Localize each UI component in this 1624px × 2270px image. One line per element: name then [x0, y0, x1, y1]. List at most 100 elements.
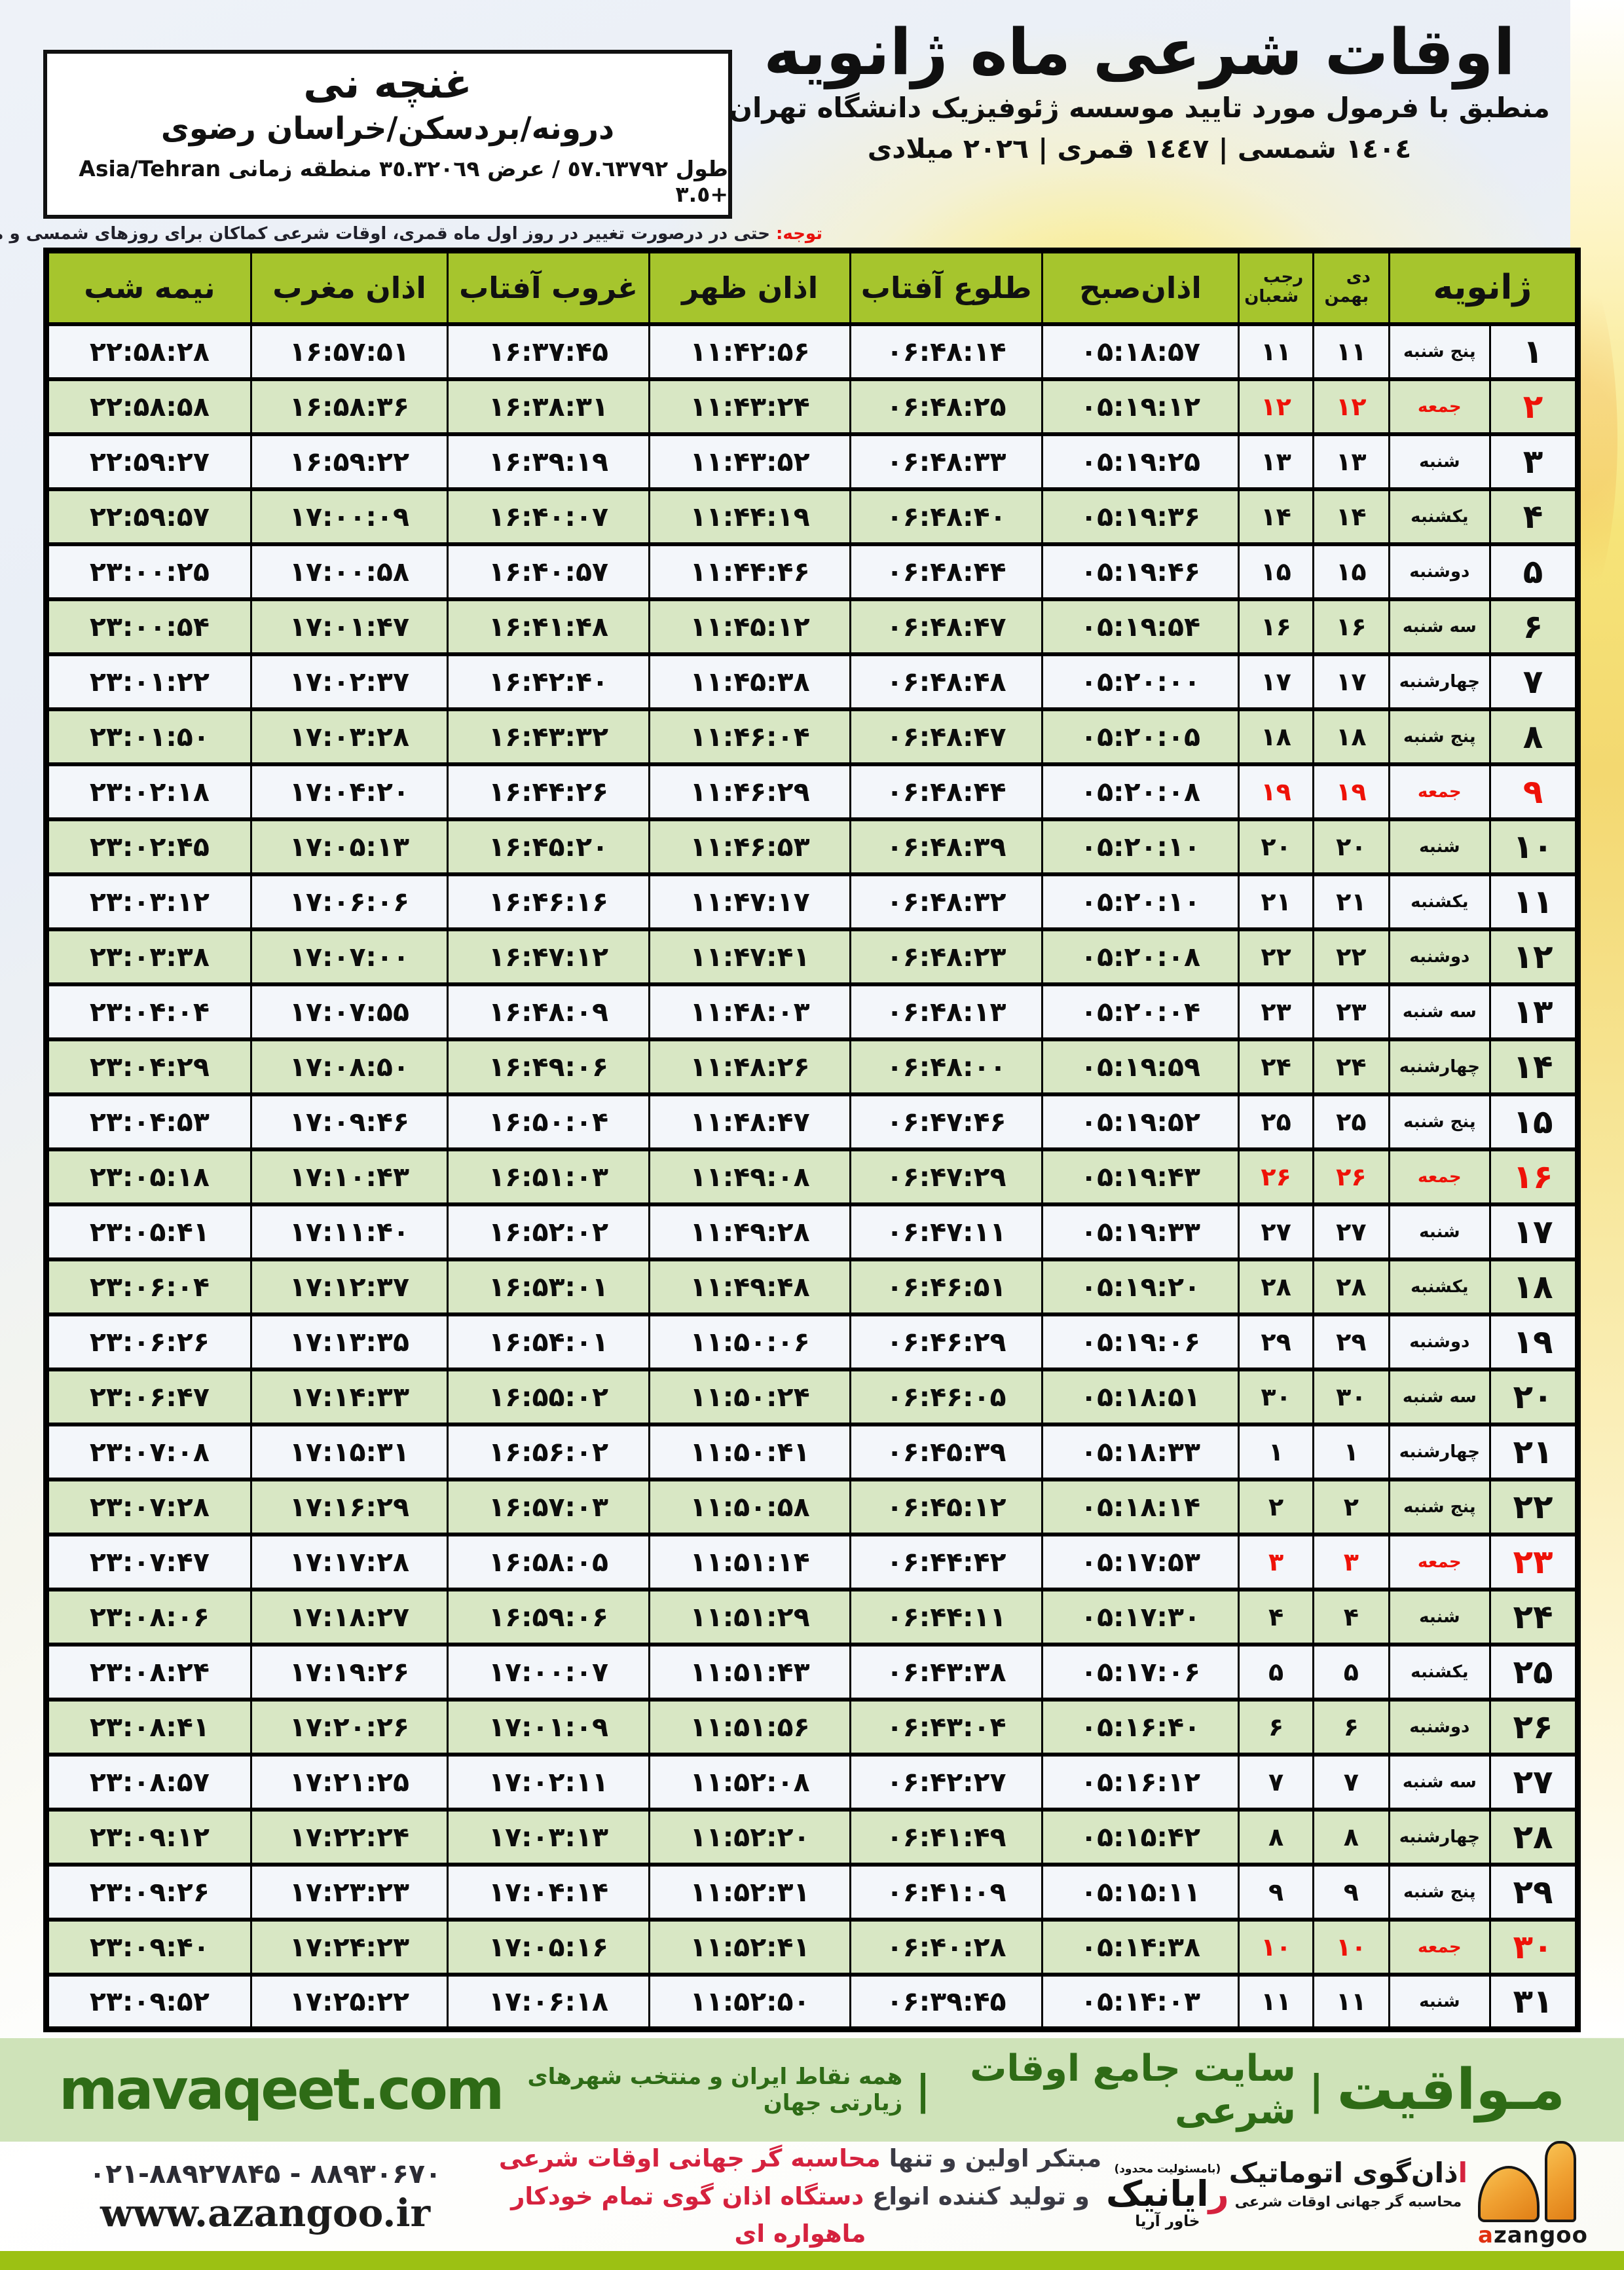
fajr-time: ۰۵:۱۹:۲۰	[1041, 1257, 1240, 1316]
fajr-time: ۰۵:۱۹:۰۶	[1041, 1312, 1240, 1371]
sunrise-time: ۰۶:۴۶:۰۵	[849, 1367, 1043, 1426]
sunrise-time: ۰۶:۴۸:۳۳	[849, 432, 1043, 491]
january-day-number: ۱	[1489, 322, 1579, 381]
weekday-name: شنبه	[1388, 1587, 1492, 1647]
mavaqeet-brand-block: مـواقیت | سایت جامع اوقات شرعی | همه نقا…	[502, 2047, 1565, 2132]
midnight-time: ۲۳:۰۶:۲۶	[45, 1312, 252, 1371]
fajr-time: ۰۵:۱۸:۵۱	[1041, 1367, 1240, 1426]
maghrib-time: ۱۷:۰۰:۵۸	[249, 542, 449, 601]
table-row: ۲۸ چهارشنبه ۸ ۸ ۰۵:۱۵:۴۲ ۰۶:۴۱:۴۹ ۱۱:۵۲:…	[45, 1807, 1579, 1867]
weekday-name: جمعه	[1388, 377, 1492, 436]
january-day-number: ۲۰	[1489, 1367, 1579, 1426]
table-row: ۱۰ شنبه ۲۰ ۲۰ ۰۵:۲۰:۱۰ ۰۶:۴۸:۳۹ ۱۱:۴۶:۵۳…	[45, 817, 1579, 876]
midnight-time: ۲۲:۵۸:۲۸	[45, 322, 252, 381]
fajr-time: ۰۵:۱۸:۵۷	[1041, 322, 1240, 381]
january-day-number: ۱۹	[1489, 1312, 1579, 1371]
sunrise-time: ۰۶:۴۵:۱۲	[849, 1477, 1043, 1536]
midnight-time: ۲۳:۰۸:۲۴	[45, 1642, 252, 1702]
weekday-name: جمعه	[1388, 1917, 1492, 1977]
midnight-time: ۲۳:۰۷:۰۸	[45, 1422, 252, 1481]
times-table-body: ۱ پنج شنبه ۱۱ ۱۱ ۰۵:۱۸:۵۷ ۰۶:۴۸:۱۴ ۱۱:۴۲…	[45, 322, 1579, 2032]
midnight-time: ۲۳:۰۹:۱۲	[45, 1807, 252, 1867]
midnight-time: ۲۳:۰۳:۱۲	[45, 872, 252, 931]
hijri-calendar-day: ۵	[1238, 1642, 1314, 1702]
midnight-time: ۲۳:۰۶:۴۷	[45, 1367, 252, 1426]
midnight-time: ۲۳:۰۹:۲۶	[45, 1862, 252, 1922]
azangoo-logo: azangoo اذان‌گوی اتوماتیک محاسبه گر جهان…	[1229, 2140, 1588, 2248]
hijri-calendar-day: ۲۲	[1238, 927, 1314, 986]
january-day-number: ۶	[1489, 597, 1579, 656]
dhuhr-time: ۱۱:۵۰:۰۶	[648, 1312, 852, 1371]
table-row: ۳ شنبه ۱۳ ۱۳ ۰۵:۱۹:۲۵ ۰۶:۴۸:۳۳ ۱۱:۴۳:۵۲ …	[45, 432, 1579, 491]
azangoo-website-link[interactable]: www.azangoo.ir	[100, 2190, 431, 2235]
january-day-number: ۲۹	[1489, 1862, 1579, 1922]
rayanik-name-red: ر	[1208, 2173, 1229, 2215]
fajr-time: ۰۵:۱۹:۳۳	[1041, 1202, 1240, 1261]
sunrise-time: ۰۶:۴۳:۰۴	[849, 1697, 1043, 1757]
fajr-time: ۰۵:۱۹:۵۲	[1041, 1092, 1240, 1151]
dhuhr-time: ۱۱:۴۶:۵۳	[648, 817, 852, 876]
location-name: غنچه نی	[303, 60, 472, 108]
sunrise-time: ۰۶:۴۸:۱۴	[849, 322, 1043, 381]
sunset-time: ۱۶:۴۵:۲۰	[447, 817, 650, 876]
midnight-time: ۲۳:۰۷:۲۸	[45, 1477, 252, 1536]
azangoo-latin-red: a	[1478, 2222, 1494, 2248]
maghrib-time: ۱۷:۰۶:۰۶	[249, 872, 449, 931]
table-row: ۱۴ چهارشنبه ۲۴ ۲۴ ۰۵:۱۹:۵۹ ۰۶:۴۸:۰۰ ۱۱:۴…	[45, 1037, 1579, 1096]
maghrib-time: ۱۶:۵۹:۲۲	[249, 432, 449, 491]
sunset-time: ۱۶:۳۸:۳۱	[447, 377, 650, 436]
azangoo-title: اذان‌گوی اتوماتیک	[1229, 2157, 1467, 2189]
page-title: اوقات شرعی ماه ژانویه	[764, 15, 1515, 89]
sunrise-time: ۰۶:۴۸:۳۹	[849, 817, 1043, 876]
fajr-time: ۰۵:۱۷:۵۳	[1041, 1532, 1240, 1591]
january-day-number: ۱۷	[1489, 1202, 1579, 1261]
sunrise-time: ۰۶:۴۸:۴۸	[849, 652, 1043, 711]
hijri-calendar-day: ۷	[1238, 1752, 1314, 1812]
january-day-number: ۷	[1489, 652, 1579, 711]
weekday-name: شنبه	[1388, 1972, 1492, 2032]
slogan-line-1: مبتکر اولین و تنها محاسبه گر جهانی اوقات…	[494, 2140, 1106, 2177]
persian-calendar-day: ۳۰	[1312, 1367, 1390, 1426]
hijri-calendar-day: ۲۹	[1238, 1312, 1314, 1371]
maghrib-time: ۱۷:۱۶:۲۹	[249, 1477, 449, 1536]
persian-calendar-day: ۲۹	[1312, 1312, 1390, 1371]
mavaqeet-domain-link[interactable]: mavaqeet.com	[59, 2057, 504, 2123]
midnight-time: ۲۳:۰۶:۰۴	[45, 1257, 252, 1316]
persian-calendar-day: ۷	[1312, 1752, 1390, 1812]
sunset-time: ۱۷:۰۲:۱۱	[447, 1752, 650, 1812]
sunset-time: ۱۷:۰۱:۰۹	[447, 1697, 650, 1757]
weekday-name: پنج شنبه	[1388, 1862, 1492, 1922]
hijri-calendar-day: ۱۳	[1238, 432, 1314, 491]
dhuhr-time: ۱۱:۴۵:۱۲	[648, 597, 852, 656]
midnight-time: ۲۳:۰۴:۵۳	[45, 1092, 252, 1151]
mavaqeet-tagline: سایت جامع اوقات شرعی	[970, 2047, 1296, 2132]
midnight-time: ۲۳:۰۴:۲۹	[45, 1037, 252, 1096]
column-header-dey-bahman: دی بهمن	[1312, 248, 1390, 326]
table-row: ۱۷ شنبه ۲۷ ۲۷ ۰۵:۱۹:۳۳ ۰۶:۴۷:۱۱ ۱۱:۴۹:۲۸…	[45, 1202, 1579, 1261]
persian-calendar-day: ۲۱	[1312, 872, 1390, 931]
table-row: ۲۷ سه شنبه ۷ ۷ ۰۵:۱۶:۱۲ ۰۶:۴۲:۲۷ ۱۱:۵۲:۰…	[45, 1752, 1579, 1812]
january-day-number: ۱۵	[1489, 1092, 1579, 1151]
hijri-calendar-day: ۲۷	[1238, 1202, 1314, 1261]
weekday-name: سه شنبه	[1388, 982, 1492, 1041]
maghrib-time: ۱۷:۰۲:۳۷	[249, 652, 449, 711]
weekday-name: جمعه	[1388, 1147, 1492, 1206]
persian-calendar-day: ۱۵	[1312, 542, 1390, 601]
maghrib-time: ۱۷:۲۱:۲۵	[249, 1752, 449, 1812]
weekday-name: جمعه	[1388, 762, 1492, 821]
hijri-calendar-day: ۲۸	[1238, 1257, 1314, 1316]
dhuhr-time: ۱۱:۵۰:۴۱	[648, 1422, 852, 1481]
weekday-name: پنج شنبه	[1388, 322, 1492, 381]
persian-calendar-day: ۵	[1312, 1642, 1390, 1702]
header-bahman: بهمن	[1324, 287, 1369, 307]
maghrib-time: ۱۷:۲۳:۲۳	[249, 1862, 449, 1922]
fajr-time: ۰۵:۲۰:۰۵	[1041, 707, 1240, 766]
hijri-calendar-day: ۲۱	[1238, 872, 1314, 931]
january-day-number: ۴	[1489, 487, 1579, 546]
maghrib-time: ۱۷:۱۲:۳۷	[249, 1257, 449, 1316]
weekday-name: سه شنبه	[1388, 1367, 1492, 1426]
sunset-time: ۱۶:۴۰:۰۷	[447, 487, 650, 546]
midnight-time: ۲۲:۵۹:۲۷	[45, 432, 252, 491]
weekday-name: چهارشنبه	[1388, 1807, 1492, 1867]
column-header-sunrise: طلوع آفتاب	[849, 248, 1043, 326]
